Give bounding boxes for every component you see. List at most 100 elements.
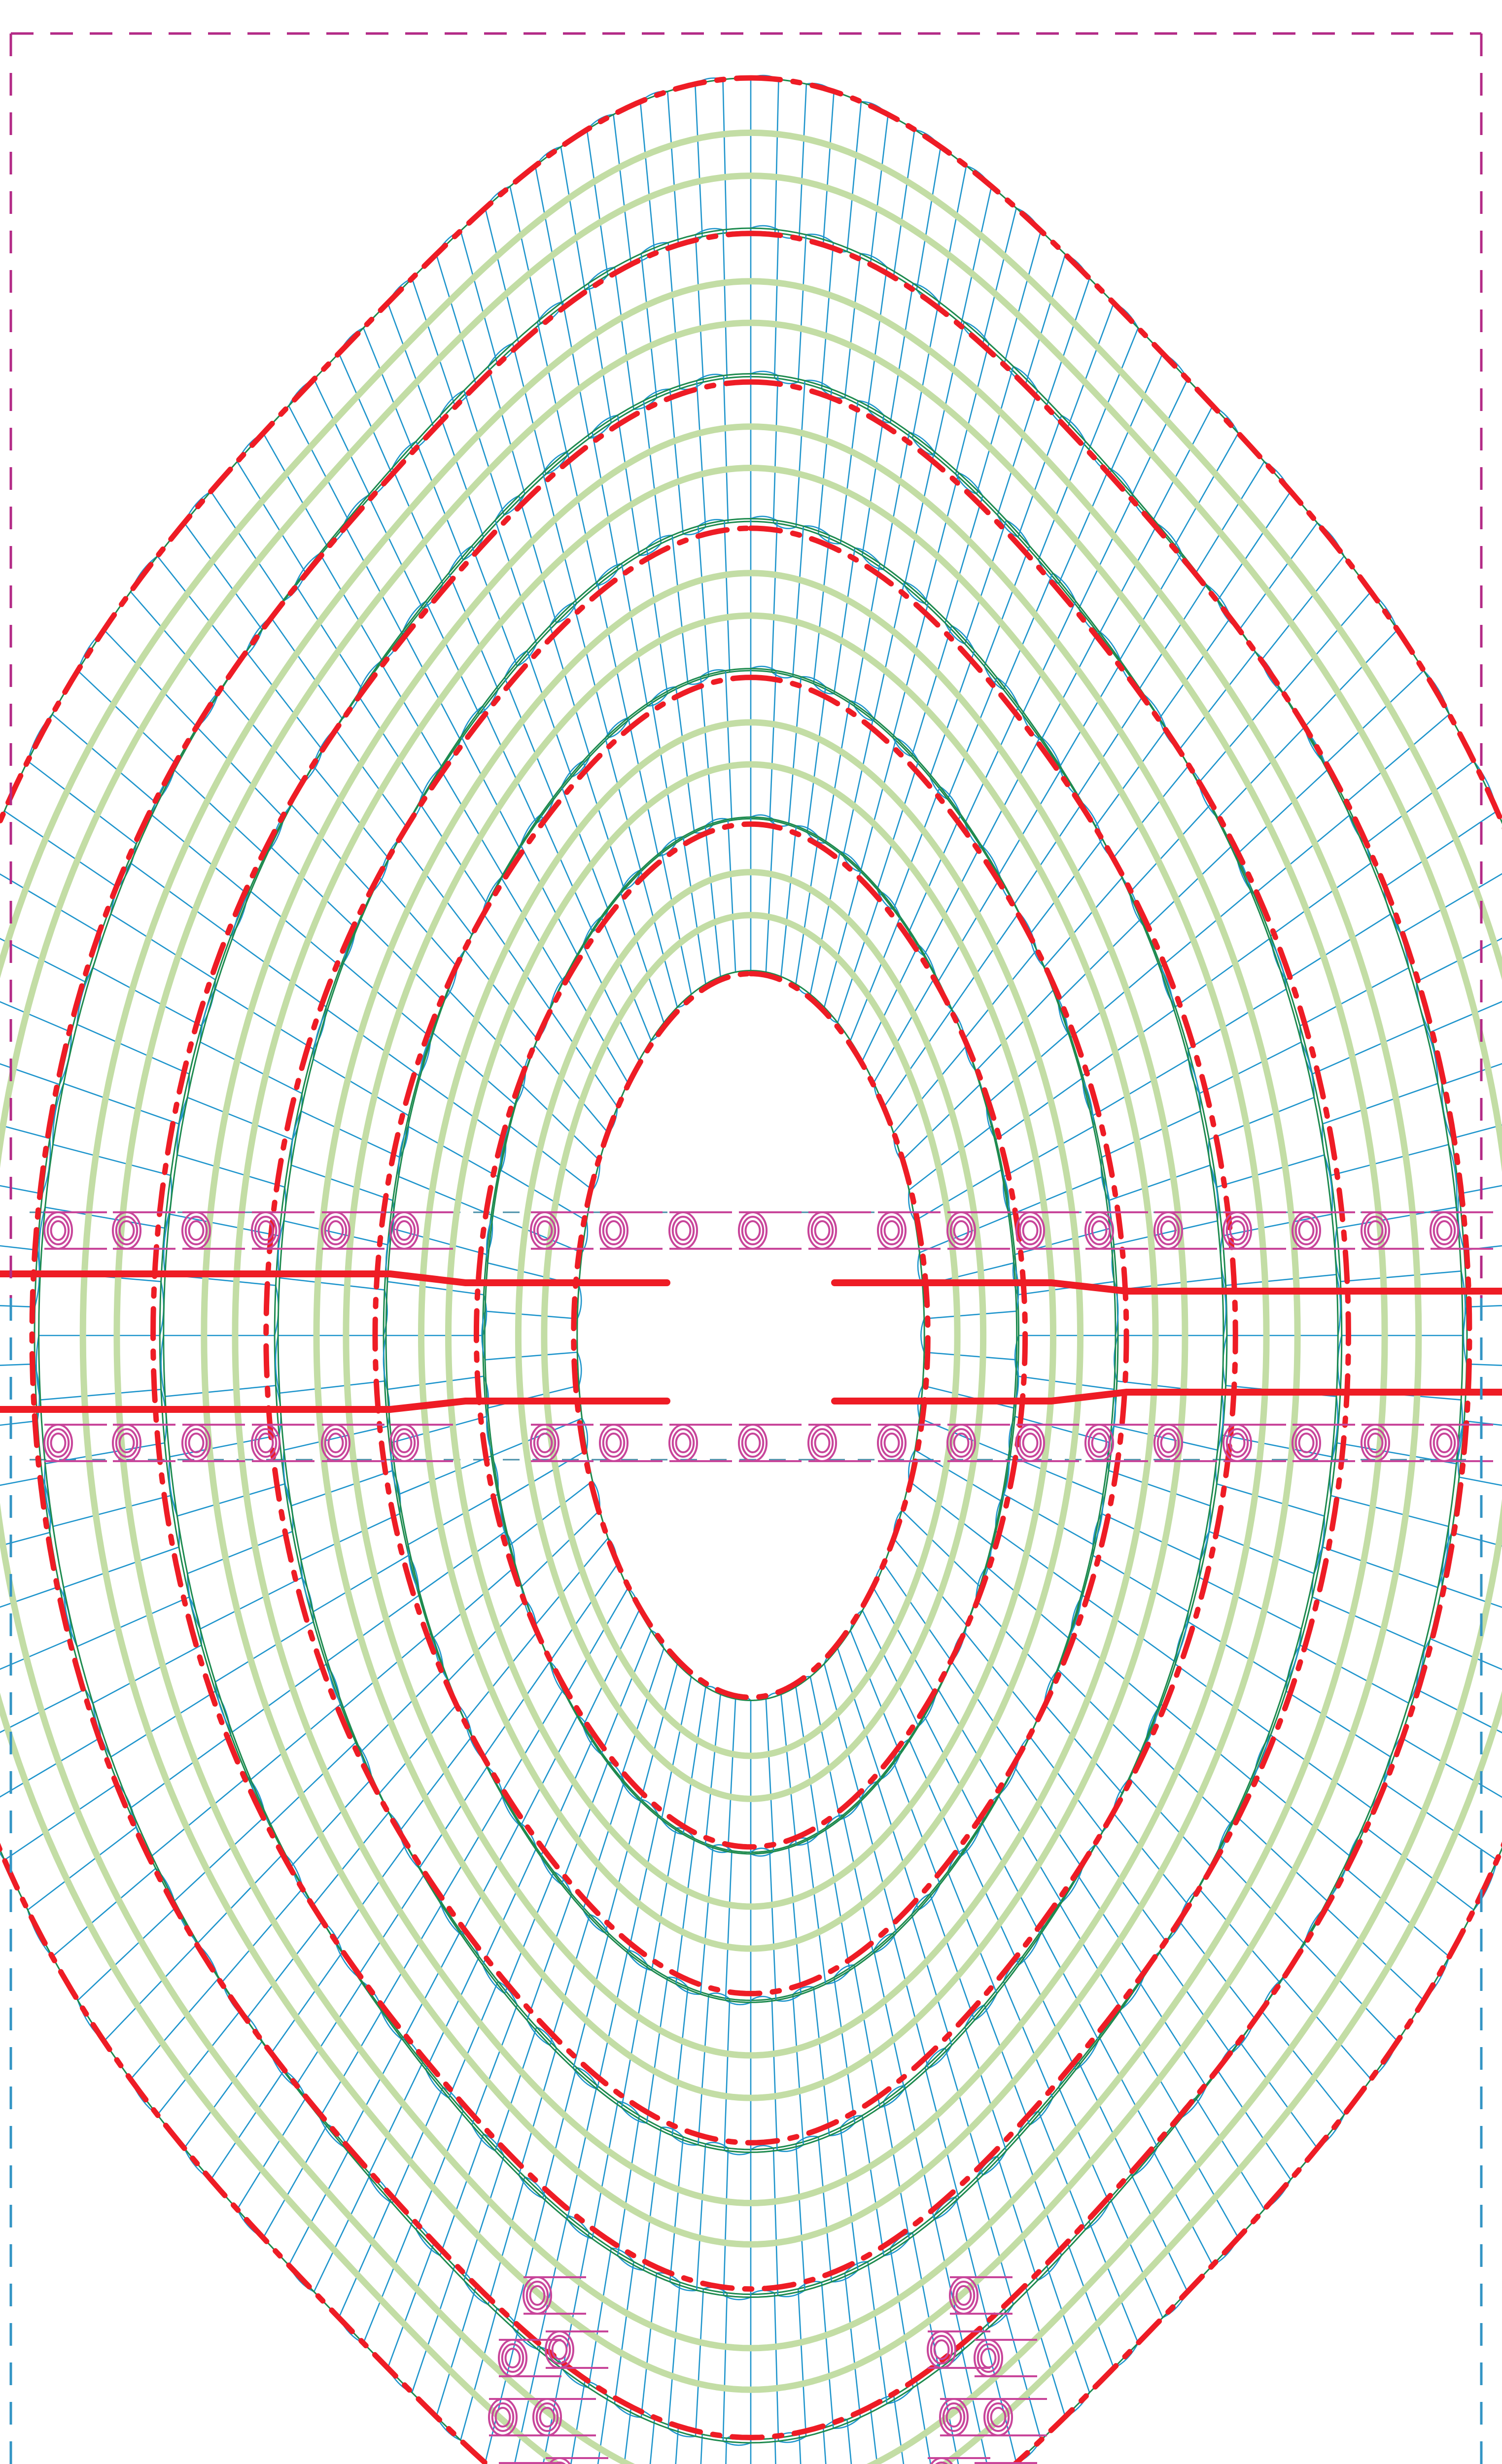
bolt-hole[interactable] [1222,1211,1286,1250]
bolt-hole[interactable] [389,1424,453,1462]
bolt-hole-ring-0 [536,1220,553,1241]
bolt-hole[interactable] [43,1424,107,1462]
bolt-hole[interactable] [250,1424,314,1462]
bolt-hole-ring-0 [1436,1220,1453,1241]
bolt-hole-ring-0 [744,1432,761,1454]
band-outer-1-hatch [0,77,1502,2464]
bolt-hole-ring-0 [933,2339,950,2361]
bolt-hole[interactable] [668,1211,732,1250]
bolt-hole-ring-1 [324,1428,348,1458]
bolt-hole[interactable] [1360,1424,1424,1462]
bolt-hole-ring-1 [942,2402,966,2432]
band-inner-6-core-stripe-1 [515,869,987,1802]
bolt-hole-ring-0 [953,1220,970,1241]
bolt-hole[interactable] [1291,1211,1355,1250]
bolt-hole[interactable] [598,1211,663,1250]
bolt-hole[interactable] [926,2330,990,2369]
bolt-hole-ring-1 [1018,1216,1042,1245]
bolt-hole-ring-0 [494,2406,511,2428]
bolt-hole-ring-1 [1294,1216,1318,1245]
bolt-hole[interactable] [948,2276,1013,2315]
section-line-section-A [0,1270,1502,1295]
bolt-hole[interactable] [1084,1211,1148,1250]
bolt-hole[interactable] [43,1211,107,1250]
band-outer-1-core-stripe-1 [0,129,1502,2464]
bolt-row-row-lower [43,1424,1493,1462]
bolt-hole[interactable] [1222,1424,1286,1462]
bolt-hole[interactable] [529,1424,594,1462]
bolt-hole-ring-0 [1160,1432,1177,1454]
bolt-hole[interactable] [389,1211,453,1250]
bolt-hole[interactable] [737,1424,802,1462]
bolt-hole-ring-0 [744,1220,761,1241]
bolt-hole[interactable] [111,1211,175,1250]
bolt-hole[interactable] [598,1424,663,1462]
bolt-hole-ring-0 [50,1220,67,1241]
bolt-hole[interactable] [807,1424,871,1462]
bolt-hole[interactable] [529,1211,594,1250]
bolt-hole-ring-0 [1091,1220,1108,1241]
bolt-hole[interactable] [181,1211,245,1250]
band-2-core-stripe-1 [79,278,1422,2393]
bolt-row-row-upper [43,1211,1493,1250]
bolt-hole-ring-0 [605,1220,622,1241]
bolt-hole[interactable] [320,1211,384,1250]
bolt-hole[interactable] [544,2330,608,2369]
bolt-hole-ring-0 [396,1432,413,1454]
bolt-hole[interactable] [939,2398,1003,2436]
bolt-hole[interactable] [946,1424,1010,1462]
bolt-hole-ring-1 [1294,1428,1318,1458]
band-3 [160,371,1341,2300]
bolt-hole-ring-0 [536,1432,553,1454]
bolt-hole[interactable] [1291,1424,1355,1462]
bolt-hole-ring-1 [880,1216,904,1245]
bolt-hole[interactable] [532,2398,596,2436]
bolt-hole-ring-1 [741,1216,765,1245]
bolt-hole[interactable] [522,2276,586,2315]
separator-ring-3 [263,525,1238,2146]
bolt-hole[interactable] [250,1211,314,1250]
bolt-hole[interactable] [973,2339,1037,2377]
bolt-hole[interactable] [320,1424,384,1462]
bolt-hole[interactable] [876,1424,941,1462]
bolt-hole-ring-0 [1298,1220,1315,1241]
bolt-hole-ring-1 [553,2462,566,2464]
bolt-hole[interactable] [737,1211,802,1250]
bolt-hole[interactable] [181,1424,245,1462]
bolt-hole-ring-0 [327,1220,344,1241]
bolt-hole[interactable] [545,2457,608,2464]
bolt-hole-ring-1 [324,1216,348,1245]
band-3-core-stripe-1 [201,423,1301,2248]
bolt-hole-ring-1 [184,1428,208,1458]
bolt-hole[interactable] [1015,1211,1079,1250]
band-4 [275,515,1227,2156]
bolt-hole[interactable] [668,1424,732,1462]
bolt-hole-ring-1 [254,1216,278,1245]
bolt-hole[interactable] [1153,1424,1217,1462]
bolt-hole[interactable] [111,1424,175,1462]
bolt-hole[interactable] [1015,1424,1079,1462]
bolt-hole[interactable] [927,2457,990,2464]
bolt-hole-ring-1 [184,1216,208,1245]
bolt-hole-ring-1 [741,1428,765,1458]
section-line-section-B [0,1389,1502,1413]
bolt-hole-ring-0 [955,2285,972,2306]
bolt-hole-ring-1 [810,1428,834,1458]
bolt-hole[interactable] [807,1211,871,1250]
bolt-hole-ring-0 [529,2285,546,2306]
bolt-hole[interactable] [1429,1211,1493,1250]
bolt-hole-ring-1 [525,2281,549,2310]
section-line-layer [0,1270,1502,1413]
bolt-hole[interactable] [1429,1424,1493,1462]
bolt-hole-ring-0 [396,1220,413,1241]
bolt-hole-ring-1 [935,2462,948,2464]
band-outer-1-core-stripe-0 [0,172,1502,2464]
bolt-hole[interactable] [1084,1424,1148,1462]
bolt-hole[interactable] [946,1211,1010,1250]
bolt-hole-ring-0 [539,2406,556,2428]
bolt-hole[interactable] [876,1211,941,1250]
bolt-hole[interactable] [1360,1211,1424,1250]
bolt-hole[interactable] [974,2462,1037,2464]
bolt-hole-ring-0 [504,2347,521,2369]
bolt-hole[interactable] [1153,1211,1217,1250]
